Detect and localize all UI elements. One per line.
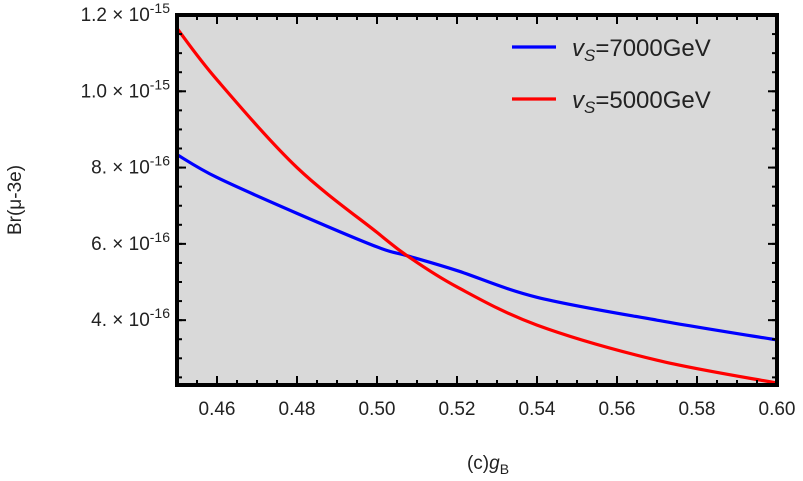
plot-frame bbox=[175, 13, 779, 387]
x-tick-label: 0.58 bbox=[679, 399, 716, 420]
y-axis-label: Br(μ-3e) bbox=[5, 165, 26, 235]
x-tick-label: 0.50 bbox=[359, 399, 396, 420]
x-axis-label: (c)gB bbox=[467, 453, 509, 477]
y-tick-label: 1.2 × 10-15 bbox=[81, 0, 171, 26]
x-tick-label: 0.46 bbox=[199, 399, 236, 420]
y-tick-label: 4. × 10-16 bbox=[91, 305, 170, 331]
y-tick-label: 8. × 10-16 bbox=[91, 153, 170, 179]
series-line-1 bbox=[176, 153, 778, 342]
y-tick-label: 1.0 × 10-15 bbox=[81, 76, 171, 102]
x-tick-label: 0.56 bbox=[599, 399, 636, 420]
series-line-2 bbox=[175, 27, 778, 385]
legend: vS=7000GeV vS=5000GeV bbox=[512, 35, 711, 117]
x-tick-label: 0.60 bbox=[759, 399, 796, 420]
legend-label-2: vS=5000GeV bbox=[572, 87, 711, 117]
x-tick-label: 0.54 bbox=[519, 399, 556, 420]
y-tick-label: 6. × 10-16 bbox=[91, 229, 170, 255]
legend-label-1: vS=7000GeV bbox=[572, 35, 711, 65]
x-tick-label: 0.48 bbox=[279, 399, 316, 420]
x-tick-label: 0.52 bbox=[439, 399, 476, 420]
